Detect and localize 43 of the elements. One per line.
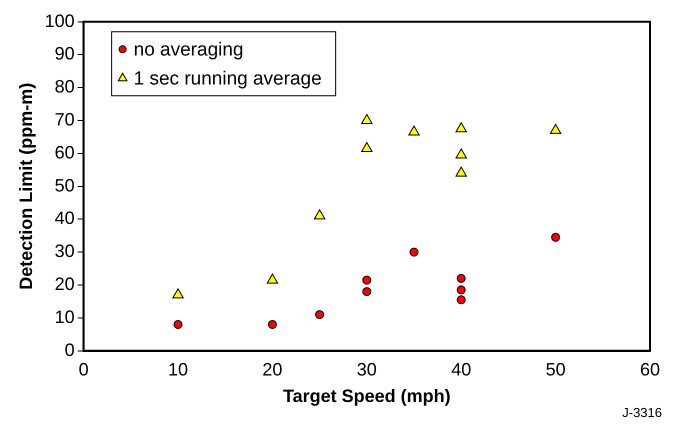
point (266, 274, 278, 284)
point (362, 276, 372, 285)
point (172, 288, 184, 298)
point (315, 310, 324, 320)
x-tick-label: 50 (546, 360, 566, 380)
y-tick-label: 90 (54, 44, 75, 64)
y-tick-label: 70 (54, 109, 75, 130)
y-tick-label: 20 (54, 274, 75, 294)
point (361, 142, 373, 152)
x-tick-label: 60 (640, 360, 660, 380)
x-tick-label: 20 (262, 360, 282, 380)
text: J-3316 (622, 405, 662, 420)
y-tick-label: 30 (54, 241, 75, 262)
point (361, 114, 373, 124)
y-tick-label: 0 (64, 340, 75, 360)
y-tick-label: 50 (54, 175, 75, 196)
point (551, 232, 560, 242)
y-axis-title: Detection Limit (ppm-m) (16, 82, 36, 290)
x-tick-label: 10 (168, 360, 188, 380)
point (456, 148, 467, 159)
x-tick-label: 30 (356, 360, 377, 380)
point (408, 126, 420, 136)
x-tick-label: 40 (451, 360, 472, 380)
point (550, 124, 562, 134)
point (314, 209, 326, 220)
y-tick-label: 100 (44, 10, 75, 31)
point (410, 248, 419, 257)
point (174, 320, 183, 329)
x-axis-title: Target Speed (mph) (282, 386, 451, 406)
legend-label: no averaging (134, 40, 244, 61)
point (456, 166, 467, 177)
x-tick-label: 0 (78, 360, 89, 380)
point (268, 320, 277, 329)
point (362, 287, 372, 296)
y-tick-label: 10 (54, 306, 75, 327)
point (456, 122, 467, 132)
point (456, 285, 466, 294)
y-tick-label: 40 (54, 208, 75, 228)
y-tick-label: 80 (54, 76, 75, 97)
legend-label: 1 sec running average (134, 68, 322, 90)
point (456, 274, 466, 283)
point (456, 295, 466, 304)
y-tick-label: 60 (54, 142, 75, 162)
